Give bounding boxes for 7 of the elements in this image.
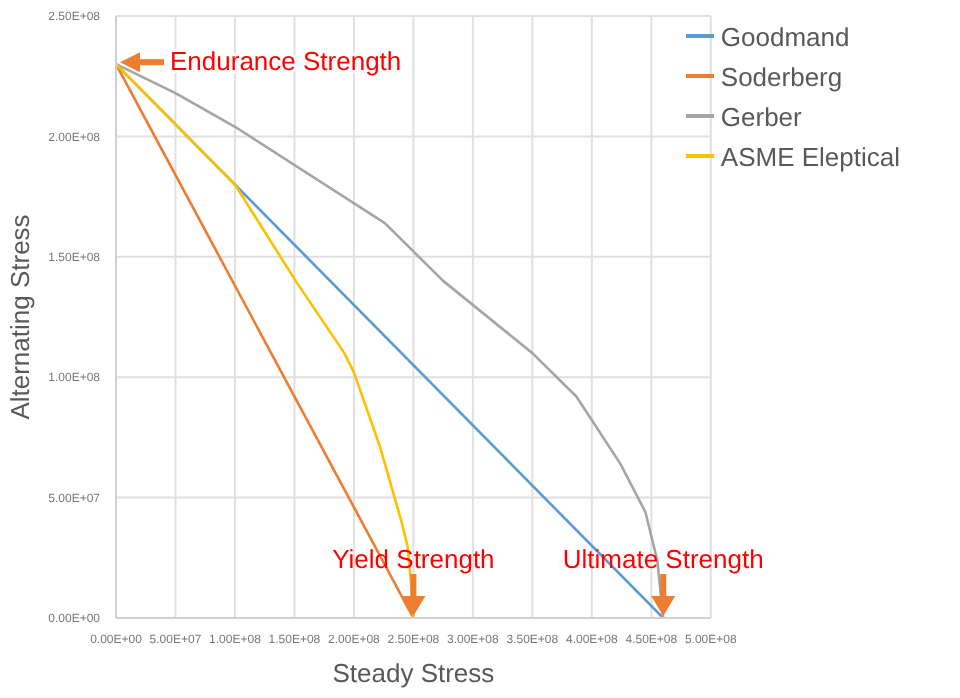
legend-label: Goodmand	[720, 21, 850, 51]
legend-label: ASME Eleptical	[720, 141, 900, 171]
legend-label: Gerber	[720, 101, 802, 131]
y-axis-title: Alternating Stress	[5, 213, 36, 420]
annotation: Endurance Strength	[170, 46, 402, 77]
legend-label: Soderberg	[720, 61, 843, 91]
x-axis-title: Steady Stress	[332, 658, 496, 688]
